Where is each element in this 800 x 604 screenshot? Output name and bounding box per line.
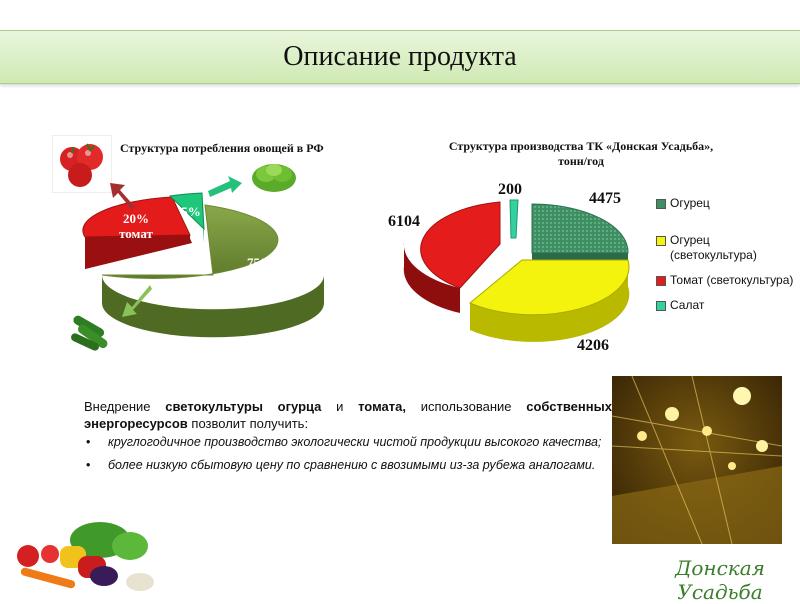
legend-item-cucumber-light: Огурец (светокультура) — [656, 233, 796, 263]
lettuce-photo — [252, 164, 296, 192]
legend-item-cucumber: Огурец — [656, 196, 796, 211]
legend-item-lettuce: Салат — [656, 298, 796, 313]
label-tomato-pct: 20% — [123, 211, 149, 226]
production-chart-title-line2: тонн/год — [558, 154, 604, 168]
pie-slice-cucumber-light — [469, 259, 630, 316]
description-paragraph: Внедрение светокультуры огурца и томата,… — [84, 399, 612, 431]
list-item: круглогодичное производство экологически… — [86, 434, 612, 451]
pie-slice-tomato — [82, 196, 191, 238]
legend-label: Огурец — [670, 196, 710, 210]
description-text: Внедрение светокультуры огурца и томата,… — [84, 398, 612, 480]
slide-title: Описание продукта — [283, 41, 517, 72]
pie-slice-cucumber — [101, 204, 279, 279]
value-label-4475: 4475 — [589, 190, 621, 207]
value-label-4206: 4206 — [577, 337, 609, 354]
tomatoes-photo — [52, 135, 112, 193]
pie-slice-cucumber-teal — [531, 203, 629, 254]
legend-swatch — [656, 199, 666, 209]
company-logo: Донская Усадьба — [675, 556, 765, 604]
vegetables-photo — [17, 522, 154, 591]
label-other-pct: 5% — [181, 204, 201, 219]
arrow-cucumber-icon — [122, 285, 152, 317]
pie-slice-tomato — [420, 201, 501, 289]
label-cucumber-pct: 75% — [247, 255, 273, 270]
cucumbers-photo — [71, 315, 108, 351]
legend-swatch — [656, 236, 666, 246]
pie-slice-lettuce — [509, 199, 519, 239]
arrow-tomato-icon — [110, 183, 135, 210]
legend-label: Томат (светокультура) — [670, 273, 794, 287]
consumption-pie-chart: 75% огурец 20% томат 5% — [82, 176, 324, 338]
greenhouse-photo — [612, 376, 782, 544]
legend-item-tomato: Томат (светокультура) — [656, 273, 796, 288]
legend-swatch — [656, 301, 666, 311]
label-tomato-name: томат — [119, 226, 153, 241]
value-label-6104: 6104 — [388, 213, 420, 230]
title-bar: Описание продукта — [0, 30, 800, 84]
consumption-chart-title: Структура потребления овощей в РФ — [120, 141, 324, 155]
benefits-list: круглогодичное производство экологически… — [84, 434, 612, 474]
legend-swatch — [656, 276, 666, 286]
legend-label: Огурец (светокультура) — [670, 233, 757, 262]
value-label-200: 200 — [498, 181, 522, 198]
legend-label: Салат — [670, 298, 705, 312]
production-legend: Огурец Огурец (светокультура) Томат (све… — [656, 196, 796, 323]
production-chart-title: Структура производства ТК «Донская Усадь… — [420, 139, 742, 169]
production-pie-chart: 4475 4206 6104 200 — [388, 181, 630, 354]
arrow-lettuce-icon — [208, 176, 242, 197]
pie-slice-other — [168, 192, 205, 231]
production-chart-title-line1: Структура производства ТК «Донская Усадь… — [448, 139, 714, 153]
label-cucumber-name: огурец — [240, 271, 280, 286]
list-item: более низкую сбытовую цену по сравнению … — [86, 457, 612, 474]
pie-slice-side-cucumber — [102, 275, 324, 338]
